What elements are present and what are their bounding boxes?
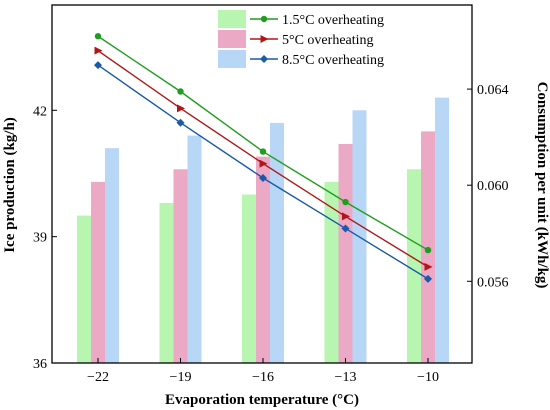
x-tick-label-4: −13 <box>335 370 357 385</box>
legend-label-1: 1.5°C overheating <box>282 13 384 28</box>
marker-series1-5 <box>424 246 432 254</box>
legend-swatch-marker-1 <box>260 15 268 23</box>
x-tick-label-5: −10 <box>417 370 439 385</box>
legend-swatch-bar-2 <box>218 30 246 48</box>
ticks-layer: 36 39 42 0.056 0.060 0.064 −22 −19 −16 −13 −10 <box>33 83 509 385</box>
marker-series3-5 <box>424 274 432 283</box>
bar-series1-3 <box>242 194 256 363</box>
marker-series3-3 <box>259 173 267 182</box>
legend-swatch-bar-1 <box>218 10 246 28</box>
y-axis-left-title: Ice production (kg/h) <box>2 117 18 253</box>
legend: 1.5°C overheating 5°C overheating 8.5°C ov… <box>218 10 384 68</box>
bar-series3-5 <box>435 97 449 364</box>
x-axis-title: Evaporation temperature (°C) <box>165 392 359 408</box>
marker-series1-1 <box>94 33 102 40</box>
bar-series1-2 <box>159 202 174 363</box>
legend-swatch-marker-2 <box>260 35 269 43</box>
bar-series2-4 <box>338 143 353 363</box>
marker-series2-3 <box>259 159 268 168</box>
marker-series1-4 <box>342 198 349 206</box>
legend-swatch-marker-3 <box>260 55 268 63</box>
marker-series2-5 <box>424 262 433 271</box>
marker-series3-1 <box>94 61 102 70</box>
y-left-tick-label-1: 36 <box>33 357 47 372</box>
bar-series2-1 <box>91 181 105 363</box>
y-right-tick-label-1: 0.056 <box>477 275 509 290</box>
bar-series2-2 <box>173 169 188 363</box>
bar-series3-2 <box>187 135 202 363</box>
marker-series1-2 <box>177 88 184 95</box>
x-tick-label-2: −19 <box>170 370 192 385</box>
y-right-tick-label-3: 0.064 <box>477 83 509 98</box>
bar-series3-1 <box>105 148 119 363</box>
x-tick-label-3: −16 <box>252 370 274 385</box>
lines-layer <box>94 33 433 283</box>
marker-series3-2 <box>176 118 185 127</box>
plot-frame <box>51 4 473 364</box>
y-left-tick-label-2: 39 <box>33 231 47 246</box>
y-axis-right-title: Consumption per unit (kWh/kg) <box>534 82 550 289</box>
legend-label-3: 8.5°C overheating <box>282 53 384 68</box>
marker-series3-4 <box>341 224 350 233</box>
bar-series1-1 <box>77 215 91 363</box>
bar-series2-3 <box>256 156 270 363</box>
bar-series1-5 <box>407 169 421 363</box>
marker-series2-2 <box>177 104 185 113</box>
bar-series1-4 <box>324 181 339 363</box>
marker-series1-3 <box>259 148 267 155</box>
legend-swatch-bar-3 <box>218 50 246 68</box>
marker-series2-4 <box>342 212 350 221</box>
x-tick-label-1: −22 <box>87 370 109 385</box>
legend-label-2: 5°C overheating <box>282 33 374 48</box>
y-right-tick-label-2: 0.060 <box>477 179 509 194</box>
bar-series3-3 <box>270 122 284 363</box>
marker-series2-1 <box>94 46 103 55</box>
y-left-tick-label-3: 42 <box>33 104 47 119</box>
